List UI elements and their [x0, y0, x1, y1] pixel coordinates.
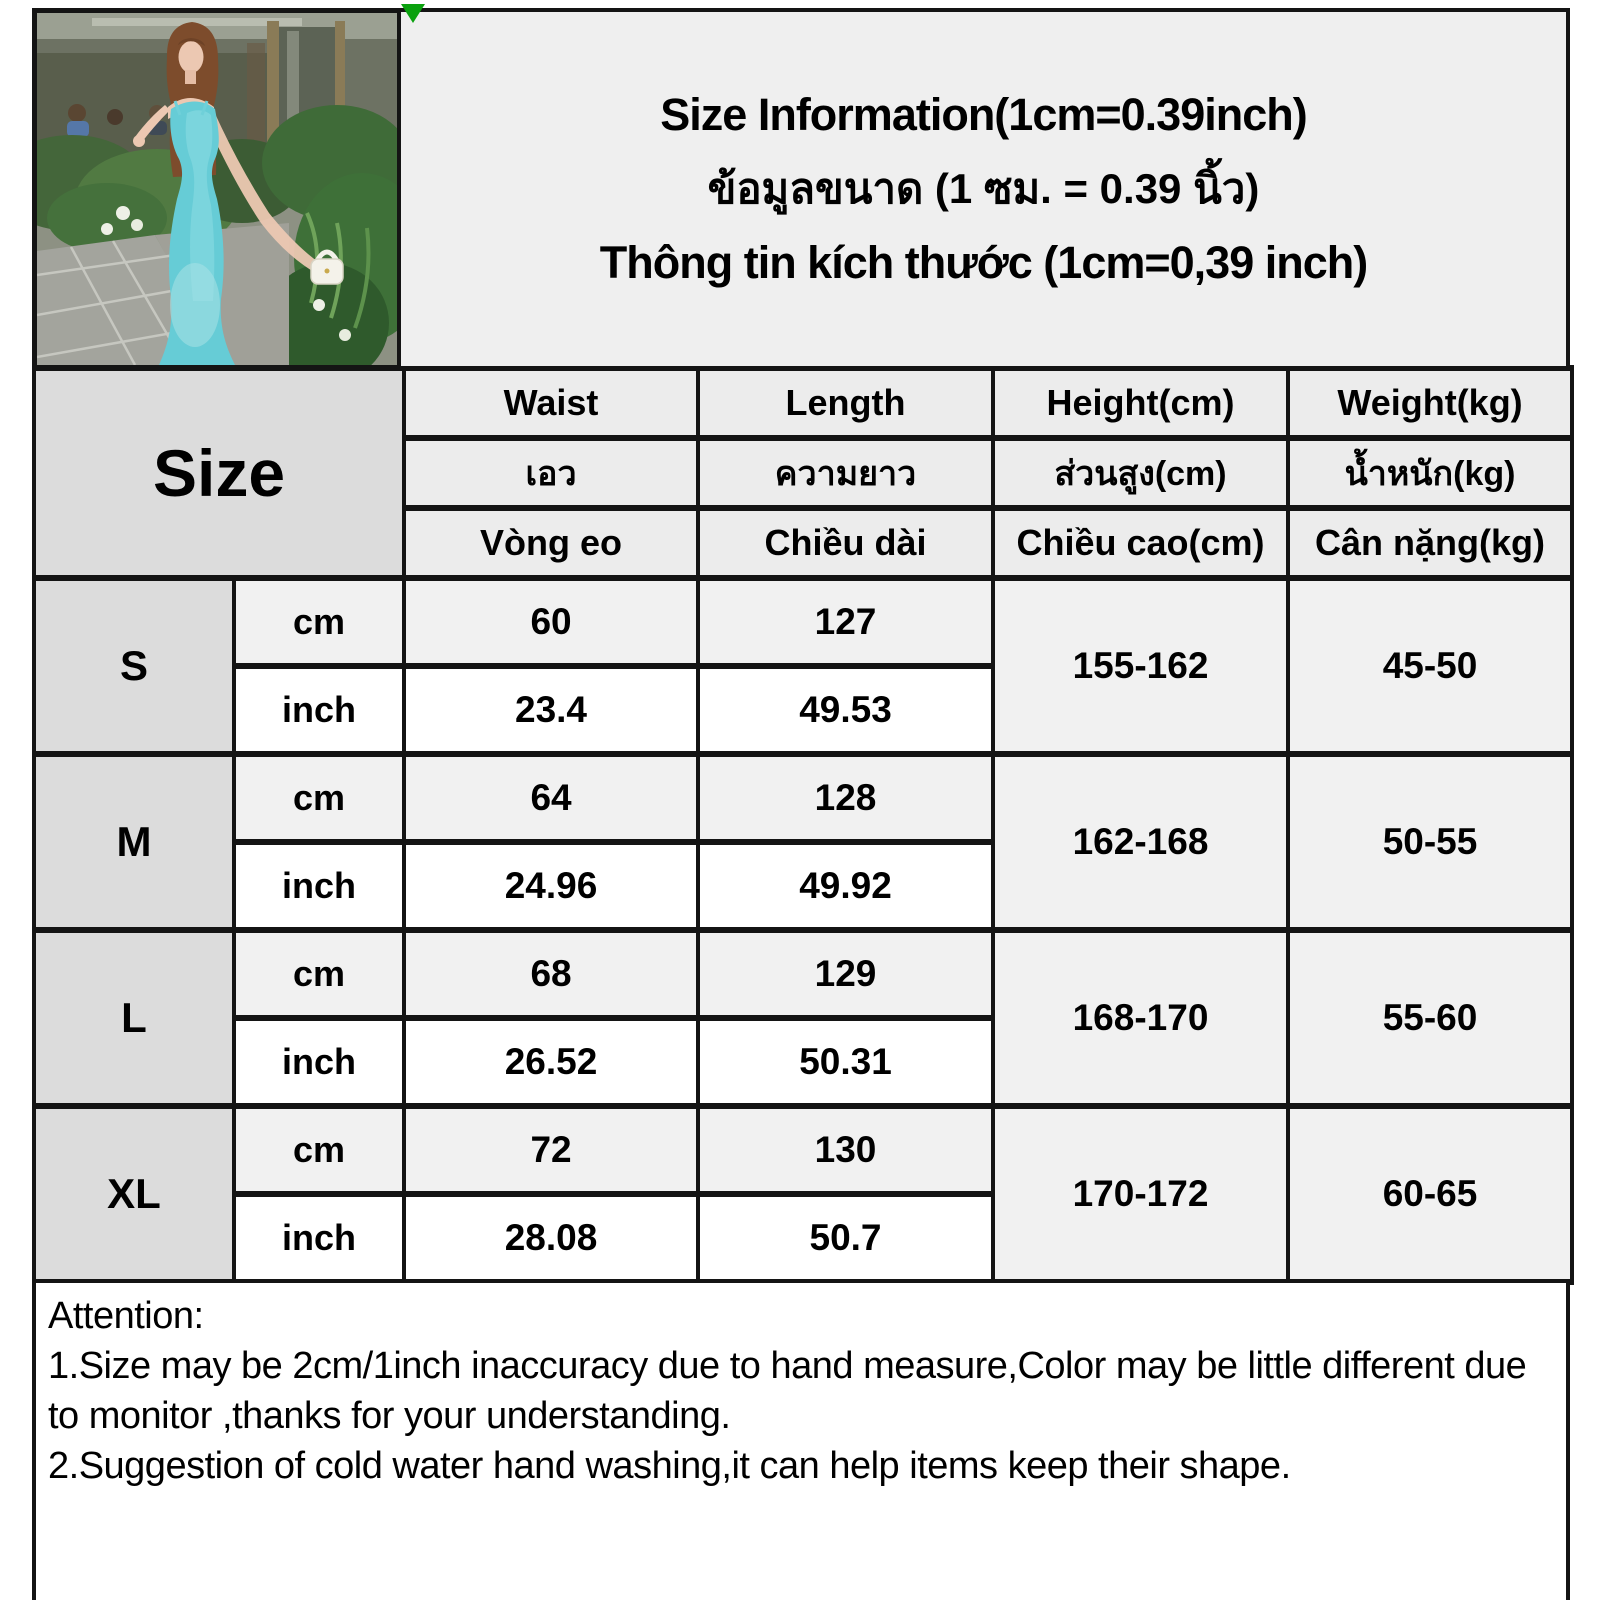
col-header-length-en: Length — [696, 365, 996, 441]
m-waist-inch: 24.96 — [402, 839, 701, 933]
product-photo — [32, 8, 402, 370]
table-row: inch 23.4 49.53 — [34, 663, 1572, 757]
attention-note-2: 2.Suggestion of cold water hand washing,… — [48, 1445, 1291, 1488]
unit-cm-label: cm — [231, 751, 407, 845]
title-english: Size Information(1cm=0.39inch) — [660, 89, 1307, 140]
attention-box: Attention: 1.Size may be 2cm/1inch inacc… — [32, 1279, 1570, 1600]
col-header-waist-vi: Vòng eo — [402, 505, 701, 581]
s-waist-inch: 23.4 — [402, 663, 701, 757]
l-weight-range: 55-60 — [1286, 927, 1575, 1109]
l-height-range: 168-170 — [991, 927, 1291, 1109]
m-height-range: 162-168 — [991, 751, 1291, 933]
header-row-thai: เอว ความยาว ส่วนสูง(cm) น้ำหนัก(kg) — [34, 435, 1575, 511]
size-l-label: L — [32, 927, 236, 1109]
size-xl-label: XL — [32, 1103, 236, 1285]
unit-inch-label: inch — [231, 1015, 407, 1109]
attention-title: Attention: — [48, 1295, 204, 1337]
top-section: Size Information(1cm=0.39inch) ข้อมูลขนา… — [32, 4, 1570, 370]
header-row-english: Size Waist Length Height(cm) Weight(kg) — [31, 365, 1575, 581]
m-weight-range: 50-55 — [1286, 751, 1575, 933]
col-header-length-th: ความยาว — [696, 435, 996, 511]
unit-inch-label: inch — [231, 839, 407, 933]
xl-waist-inch: 28.08 — [402, 1191, 701, 1285]
l-waist-inch: 26.52 — [402, 1015, 701, 1109]
l-waist-cm: 68 — [402, 927, 701, 1021]
col-header-height-th: ส่วนสูง(cm) — [991, 435, 1291, 511]
title-thai: ข้อมูลขนาด (1 ซม. = 0.39 นิ้ว) — [707, 165, 1260, 212]
xl-length-cm: 130 — [696, 1103, 996, 1197]
title-panel: Size Information(1cm=0.39inch) ข้อมูลขนา… — [397, 4, 1570, 370]
col-header-waist-th: เอว — [402, 435, 701, 511]
col-header-height-en: Height(cm) — [991, 365, 1291, 441]
s-weight-range: 45-50 — [1286, 575, 1575, 757]
m-waist-cm: 64 — [402, 751, 701, 845]
xl-length-inch: 50.7 — [696, 1191, 996, 1285]
header-row-vietnamese: Vòng eo Chiều dài Chiều cao(cm) Cân nặng… — [34, 505, 1575, 581]
col-header-waist-en: Waist — [402, 365, 701, 441]
m-length-cm: 128 — [696, 751, 996, 845]
size-header-cell: Size — [31, 365, 407, 581]
table-row: S cm 60 127 155-162 45-50 — [32, 575, 1575, 757]
col-header-length-vi: Chiều dài — [696, 505, 996, 581]
l-length-inch: 50.31 — [696, 1015, 996, 1109]
xl-waist-cm: 72 — [402, 1103, 701, 1197]
product-photo-illustration — [37, 13, 397, 365]
unit-cm-label: cm — [231, 575, 407, 669]
table-row: inch 26.52 50.31 — [34, 1015, 1572, 1109]
s-length-cm: 127 — [696, 575, 996, 669]
unit-inch-label: inch — [231, 663, 407, 757]
size-m-label: M — [32, 751, 236, 933]
m-length-inch: 49.92 — [696, 839, 996, 933]
attention-note-1: 1.Size may be 2cm/1inch inaccuracy due t… — [48, 1345, 1527, 1438]
col-header-height-vi: Chiều cao(cm) — [991, 505, 1291, 581]
size-s-label: S — [32, 575, 236, 757]
title-vietnamese: Thông tin kích thước (1cm=0,39 inch) — [599, 237, 1368, 288]
s-waist-cm: 60 — [402, 575, 701, 669]
unit-cm-label: cm — [231, 927, 407, 1021]
s-height-range: 155-162 — [991, 575, 1291, 757]
size-table: Size Waist Length Height(cm) Weight(kg) … — [31, 365, 1575, 1285]
table-row: inch 24.96 49.92 — [34, 839, 1572, 933]
col-header-weight-en: Weight(kg) — [1286, 365, 1575, 441]
table-row: XL cm 72 130 170-172 60-65 — [32, 1103, 1575, 1285]
xl-weight-range: 60-65 — [1286, 1103, 1575, 1285]
table-row: M cm 64 128 162-168 50-55 — [32, 751, 1575, 933]
col-header-weight-th: น้ำหนัก(kg) — [1286, 435, 1575, 511]
table-row: L cm 68 129 168-170 55-60 — [32, 927, 1575, 1109]
s-length-inch: 49.53 — [696, 663, 996, 757]
xl-height-range: 170-172 — [991, 1103, 1291, 1285]
l-length-cm: 129 — [696, 927, 996, 1021]
green-corner-marker-icon — [401, 4, 425, 23]
col-header-weight-vi: Cân nặng(kg) — [1286, 505, 1575, 581]
table-row: inch 28.08 50.7 — [34, 1191, 1572, 1285]
unit-cm-label: cm — [231, 1103, 407, 1197]
unit-inch-label: inch — [231, 1191, 407, 1285]
